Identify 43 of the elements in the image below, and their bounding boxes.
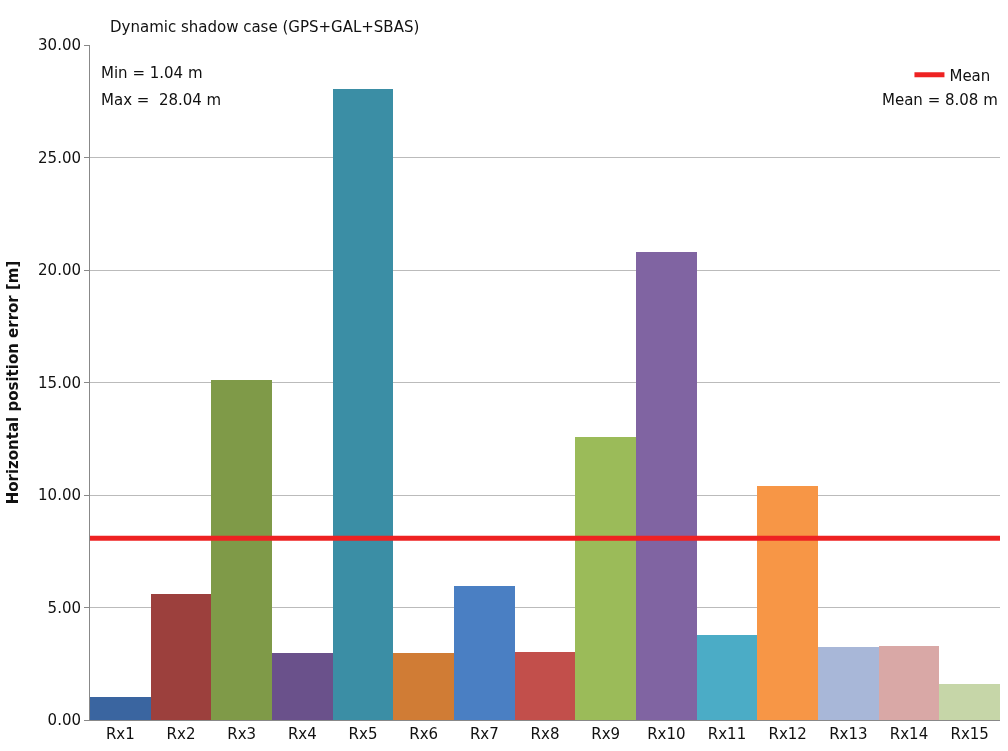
x-tick-label: Rx10 (647, 725, 686, 743)
bar (272, 653, 333, 720)
x-tick-label: Rx8 (530, 725, 560, 743)
y-tick-label: 0.00 (47, 711, 81, 730)
y-tick-label: 10.00 (38, 486, 81, 505)
x-tick-label: Rx1 (105, 725, 135, 743)
bar (697, 635, 757, 720)
bar (333, 89, 393, 720)
x-tick-label: Rx7 (469, 725, 499, 743)
y-tick-label: 25.00 (38, 148, 81, 167)
bar (879, 646, 939, 720)
bar (90, 697, 151, 720)
x-tick-label: Rx3 (227, 725, 257, 743)
bar (454, 586, 515, 720)
x-tick-label: Rx12 (768, 725, 807, 743)
x-tick-label: Rx6 (409, 725, 439, 743)
x-tick-label: Rx2 (166, 725, 196, 743)
bar (757, 486, 818, 720)
y-tick-label: 5.00 (47, 598, 81, 617)
bar (575, 437, 636, 720)
bar (151, 594, 211, 720)
y-tick-label: 20.00 (38, 261, 81, 280)
bar (939, 684, 1000, 720)
y-axis-title: Horizontal position error [m] (4, 260, 23, 505)
bar (393, 653, 454, 720)
x-tick-label: Rx14 (889, 725, 929, 743)
annotation: Max = 28.04 m (101, 91, 222, 109)
annotation: Mean = 8.08 m (882, 91, 998, 109)
x-tick-label: Rx9 (591, 725, 621, 743)
chart-title: Dynamic shadow case (GPS+GAL+SBAS) (110, 18, 420, 36)
bar (818, 647, 879, 720)
y-tick-label: 30.00 (38, 36, 81, 55)
x-tick-label: Rx11 (707, 725, 747, 743)
annotation: Min = 1.04 m (101, 64, 203, 82)
bar (211, 380, 272, 720)
legend-label: Mean (949, 66, 991, 85)
x-tick-label: Rx5 (348, 725, 378, 743)
x-tick-label: Rx4 (287, 725, 317, 743)
bar (515, 652, 575, 720)
x-tick-label: Rx13 (829, 725, 868, 743)
x-tick-label: Rx15 (950, 725, 989, 743)
y-tick-label: 15.00 (38, 373, 81, 392)
bar (636, 252, 697, 720)
